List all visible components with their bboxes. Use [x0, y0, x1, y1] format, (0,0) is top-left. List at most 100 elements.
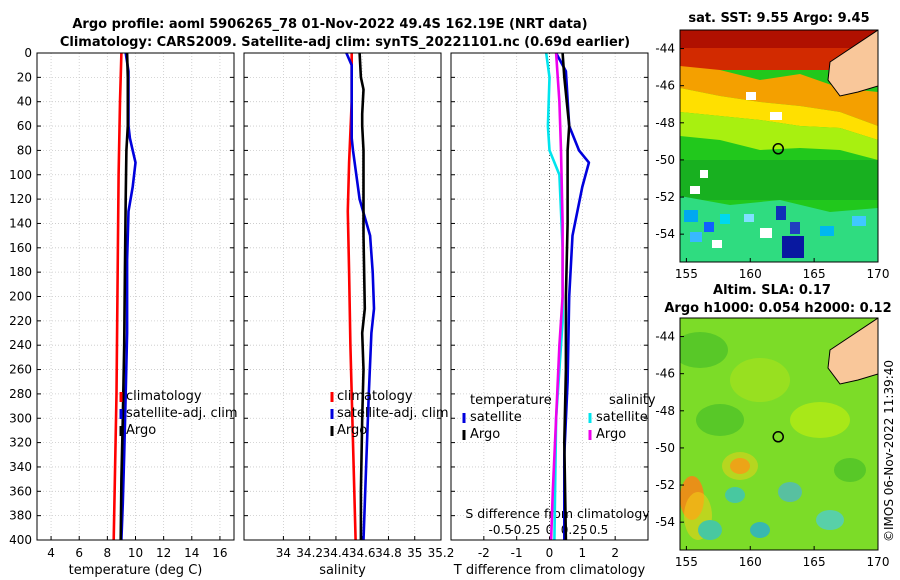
y-tick-label: 360 — [9, 484, 32, 498]
y-tick-label: 300 — [9, 411, 32, 425]
series-line-satellite-adj-clim — [345, 52, 376, 541]
y-tick-label: 280 — [9, 387, 32, 401]
x-tick-label: 34.6 — [349, 546, 376, 560]
x-tick-label: 8 — [104, 546, 112, 560]
y-tick-label: 60 — [17, 119, 32, 133]
legend-label: Argo — [596, 427, 626, 442]
y-tick-label: -50 — [655, 153, 675, 167]
y-tick-label: -46 — [655, 367, 675, 381]
x-tick-label: 4 — [47, 546, 55, 560]
y-tick-label: -50 — [655, 441, 675, 455]
y-tick-label: -54 — [655, 515, 675, 529]
s-tick-label: -0.5 — [489, 523, 512, 537]
x-tick-label: 165 — [803, 267, 826, 281]
sla-map-frame — [679, 317, 879, 551]
profile-panel-salinity: 34 34.2 34.4 34.6 34.8 35 35.2 salinity climatol… — [243, 52, 454, 578]
figure-title-line2: Climatology: CARS2009. Satellite-adj cli… — [60, 35, 630, 50]
x-tick-label: 2 — [611, 546, 619, 560]
x-tick-label: 170 — [867, 555, 890, 569]
series-line-climatology — [112, 52, 123, 541]
argo-position-marker — [772, 143, 784, 155]
x-tick-label: 34 — [276, 546, 291, 560]
s-tick-label: -0.25 — [509, 523, 540, 537]
sla-map-title: Altim. SLA: 0.17 — [713, 283, 831, 298]
sst-map-frame — [679, 29, 879, 263]
y-tick-label: 0 — [24, 46, 32, 60]
x-axis-label: salinity — [319, 563, 366, 578]
x-tick-label: 35 — [407, 546, 422, 560]
legend-label: satellite — [596, 410, 648, 425]
x-tick-label: 155 — [675, 267, 698, 281]
y-tick-label: -44 — [655, 330, 675, 344]
x-tick-label: -1 — [511, 546, 523, 560]
y-tick-label: 200 — [9, 290, 32, 304]
y-tick-label: 260 — [9, 363, 32, 377]
plot-frame — [450, 52, 649, 541]
argo-position-marker — [772, 431, 784, 443]
x-tick-label: 14 — [184, 546, 199, 560]
series-line-s-argo — [549, 52, 564, 541]
legend-title: temperature — [470, 393, 552, 408]
y-tick-label: 220 — [9, 314, 32, 328]
y-tick-label: -52 — [655, 190, 675, 204]
legend-label: satellite-adj. clim — [337, 406, 449, 421]
y-tick-label: 100 — [9, 168, 32, 182]
legend-label: climatology — [126, 389, 202, 404]
y-tick-label: -52 — [655, 478, 675, 492]
legend-label: satellite-adj. clim — [126, 406, 238, 421]
series-line-argo — [119, 52, 130, 541]
x-tick-label: 12 — [156, 546, 171, 560]
y-tick-label: 160 — [9, 241, 32, 255]
legend-title: salinity — [609, 393, 656, 408]
x-tick-label: 170 — [867, 267, 890, 281]
legend-label: climatology — [337, 389, 413, 404]
x-tick-label: 6 — [75, 546, 83, 560]
s-tick-label: 0.5 — [589, 523, 608, 537]
x-tick-label: 165 — [803, 555, 826, 569]
x-axis-label: temperature (deg C) — [69, 563, 203, 578]
watermark: ©IMOS 06-Nov-2022 11:39:40 — [882, 360, 896, 542]
y-tick-label: 20 — [17, 70, 32, 84]
legend-label: Argo — [337, 423, 367, 438]
x-tick-label: 10 — [128, 546, 143, 560]
y-tick-label: 140 — [9, 216, 32, 230]
x-tick-label: 0 — [546, 546, 554, 560]
y-tick-label: 320 — [9, 436, 32, 450]
sst-map: sat. SST: 9.55 Argo: 9.45 — [655, 11, 889, 281]
y-tick-label: -48 — [655, 116, 675, 130]
y-tick-label: 340 — [9, 460, 32, 474]
x-tick-label: 16 — [212, 546, 227, 560]
sla-map-subtitle: Argo h1000: 0.054 h2000: 0.12 — [664, 301, 891, 316]
plot-frame — [36, 52, 235, 541]
y-tick-label: 380 — [9, 509, 32, 523]
x-tick-label: 155 — [675, 555, 698, 569]
series-line-t-argo — [561, 52, 571, 541]
figure-title-line1: Argo profile: aoml 5906265_78 01-Nov-202… — [72, 17, 587, 32]
sla-map: Altim. SLA: 0.17 Argo h1000: 0.054 h2000… — [655, 283, 891, 569]
x-tick-label: 34.4 — [323, 546, 350, 560]
legend-label: Argo — [470, 427, 500, 442]
y-tick-label: -54 — [655, 227, 675, 241]
series-line-argo — [358, 52, 367, 540]
sst-map-title: sat. SST: 9.55 Argo: 9.45 — [688, 11, 869, 26]
s-tick-label: 0.25 — [561, 523, 588, 537]
legend-label: Argo — [126, 423, 156, 438]
plot-frame — [243, 52, 442, 541]
secondary-x-axis-label: S difference from climatology — [465, 506, 650, 521]
plot-area — [244, 53, 441, 540]
x-tick-label: 1 — [579, 546, 587, 560]
profile-panel-temperature: 0 20 40 60 80 100 120 140 160 180 200 220 240 260 280 3… — [9, 46, 238, 578]
x-tick-label: 160 — [739, 555, 762, 569]
y-tick-label: 120 — [9, 192, 32, 206]
y-tick-label: 40 — [17, 95, 32, 109]
y-tick-label: 80 — [17, 143, 32, 157]
y-tick-label: -46 — [655, 79, 675, 93]
y-tick-label: 180 — [9, 265, 32, 279]
y-tick-label: -44 — [655, 42, 675, 56]
profile-panel-difference: -2 -1 0 1 2 T difference from climatology S di… — [450, 52, 656, 578]
s-tick-label: 0 — [546, 523, 554, 537]
legend-label: satellite — [470, 410, 522, 425]
x-tick-label: 160 — [739, 267, 762, 281]
x-tick-label: -2 — [478, 546, 490, 560]
